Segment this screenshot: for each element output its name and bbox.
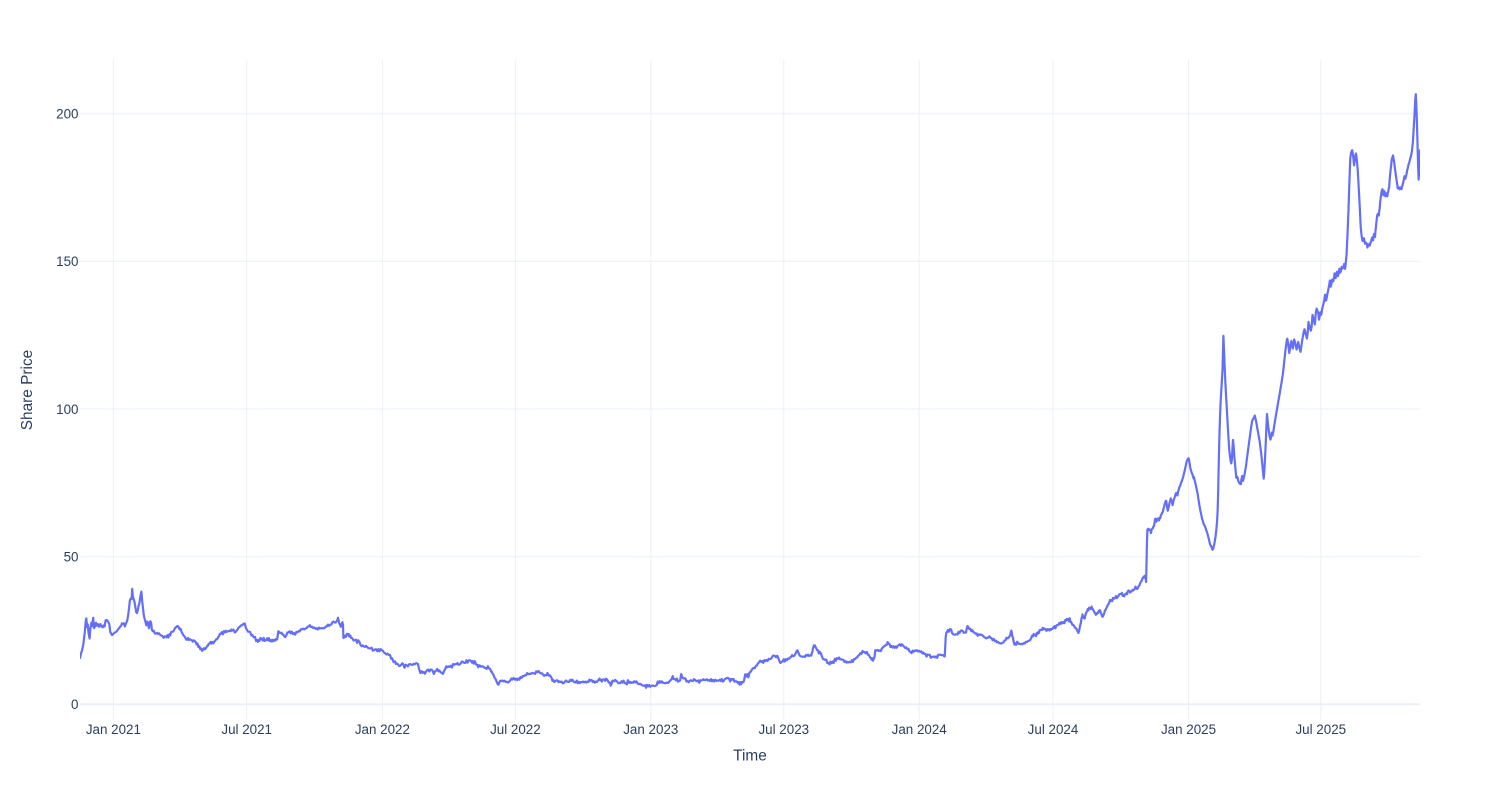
svg-text:100: 100 — [56, 402, 78, 417]
svg-text:0: 0 — [71, 697, 78, 712]
svg-text:Jan 2021: Jan 2021 — [86, 722, 141, 737]
svg-text:Jan 2022: Jan 2022 — [355, 722, 410, 737]
svg-text:Jul 2025: Jul 2025 — [1295, 722, 1346, 737]
svg-text:Share Price: Share Price — [19, 350, 36, 430]
svg-text:200: 200 — [56, 107, 78, 122]
svg-text:Jul 2021: Jul 2021 — [221, 722, 272, 737]
svg-text:Time: Time — [733, 748, 767, 765]
svg-text:Jan 2023: Jan 2023 — [623, 722, 678, 737]
svg-text:50: 50 — [64, 549, 79, 564]
svg-text:Jul 2022: Jul 2022 — [490, 722, 541, 737]
svg-text:Jul 2023: Jul 2023 — [758, 722, 809, 737]
svg-text:150: 150 — [56, 254, 78, 269]
svg-text:Jul 2024: Jul 2024 — [1028, 722, 1079, 737]
svg-text:Jan 2025: Jan 2025 — [1161, 722, 1216, 737]
svg-text:Jan 2024: Jan 2024 — [892, 722, 948, 737]
